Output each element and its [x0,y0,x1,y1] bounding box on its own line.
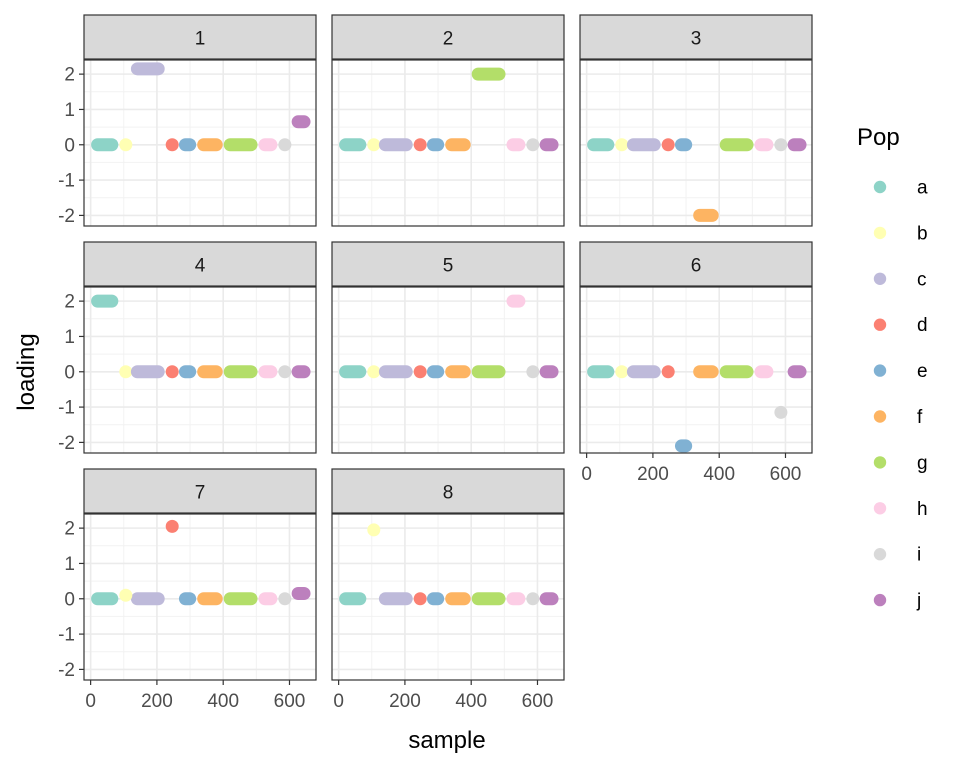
y-axis-title: loading [13,333,40,410]
legend-item-h: h [873,499,928,520]
x-tick-label: 600 [522,691,554,712]
x-tick-label: 400 [207,691,239,712]
legend-item-f: f [873,407,923,428]
panel-border [83,513,317,681]
panel-1: 1 -2 -1 0 1 2 [58,14,317,227]
y-tick-label: 0 [64,135,75,156]
legend-key-f [873,410,887,423]
strip-label: 3 [691,29,702,50]
legend-key-j [873,593,887,607]
panel-border [579,286,813,454]
panel-6: 6 0 200 400 600 [579,241,813,485]
legend-key-d [873,318,887,331]
x-tick-label: 0 [85,691,96,712]
panel-2: 2 [331,14,565,227]
x-tick-label: 600 [770,464,802,485]
strip-background [331,14,565,60]
legend-key-h [873,502,887,515]
panel-8: 8 0 200 400 600 [331,468,565,712]
legend-item-i: i [873,545,921,566]
x-axis-title: sample [408,727,485,754]
legend-title: Pop [857,124,900,151]
legend-key-c [873,272,887,285]
legend-item-g: g [873,453,928,474]
legend-key-a [873,180,887,194]
strip-background [579,241,813,287]
panel-border [579,59,813,227]
y-tick-label: 1 [64,327,75,348]
x-tick-label: 0 [333,691,344,712]
strip-label: 8 [443,483,454,504]
y-tick-label: -2 [58,660,75,681]
x-tick-label: 600 [274,691,306,712]
y-tick-label: 2 [64,292,75,313]
y-tick-label: 2 [64,65,75,86]
y-tick-label: -1 [58,625,75,646]
panel-border [83,286,317,454]
legend-key-g [873,456,887,469]
legend-item-j: j [873,591,921,612]
strip-label: 2 [443,29,454,50]
x-tick-label: 200 [389,691,421,712]
panel-7: 7 -2 -1 0 1 2 0 200 400 600 [58,468,317,712]
y-tick-label: -1 [58,398,75,419]
strip-background [579,14,813,60]
legend-label-f: f [917,407,923,428]
legend-label-c: c [917,269,927,290]
legend-item-c: c [873,269,927,290]
panel-4: 4 -2 -1 0 1 2 [58,241,317,454]
legend-label-g: g [917,453,928,474]
legend-label-h: h [917,499,928,520]
panel-border [331,513,565,681]
panel-border [83,59,317,227]
panel-border [331,59,565,227]
legend-label-b: b [917,223,928,244]
legend-item-a: a [873,178,928,199]
legend-key-i [873,548,887,561]
y-tick-label: 1 [64,100,75,121]
y-tick-label: 0 [64,362,75,383]
strip-background [331,468,565,514]
x-tick-label: 200 [637,464,669,485]
strip-background [83,468,317,514]
legend-label-i: i [917,545,921,566]
legend-label-j: j [916,591,921,612]
y-tick-label: 2 [64,519,75,540]
x-tick-label: 400 [455,691,487,712]
legend-item-d: d [873,315,928,336]
strip-label: 6 [691,256,702,277]
y-tick-label: -2 [58,206,75,227]
x-tick-label: 200 [141,691,173,712]
legend-item-e: e [873,361,928,382]
legend-label-d: d [917,315,928,336]
panel-border [331,286,565,454]
x-tick-label: 400 [703,464,735,485]
strip-label: 7 [195,483,206,504]
strip-label: 5 [443,256,454,277]
x-tick-label: 0 [581,464,592,485]
y-tick-label: -2 [58,433,75,454]
legend-item-b: b [873,223,928,244]
legend-label-e: e [917,361,928,382]
y-tick-label: 0 [64,589,75,610]
legend: Pop a b c d e f g h i j [857,124,928,612]
strip-background [331,241,565,287]
legend-key-e [873,364,887,377]
strip-label: 1 [195,29,206,50]
legend-label-a: a [917,178,928,199]
strip-label: 4 [195,256,206,277]
panel-3: 3 [579,14,813,227]
panel-5: 5 [331,241,565,454]
y-tick-label: 1 [64,554,75,575]
legend-key-b [873,226,887,240]
y-tick-label: -1 [58,171,75,192]
strip-background [83,241,317,287]
strip-background [83,14,317,60]
